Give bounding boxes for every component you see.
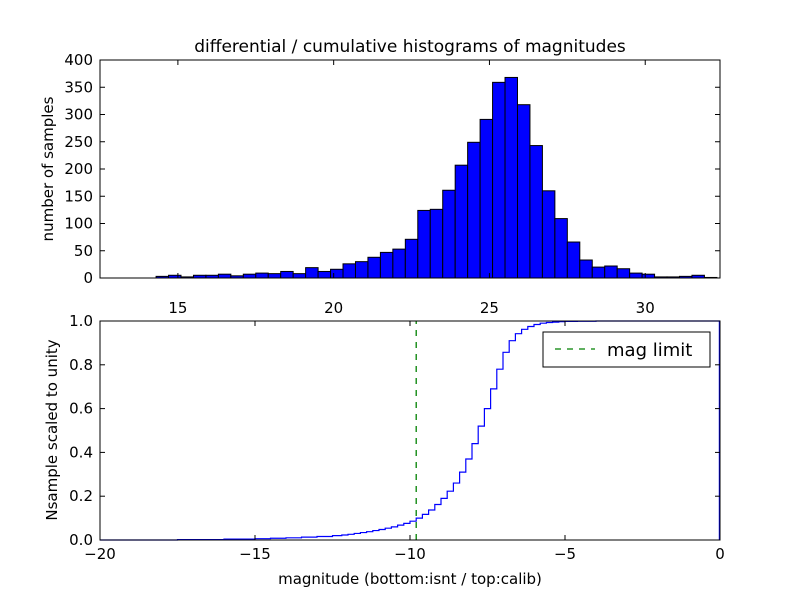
cumulative-lines [100, 320, 720, 541]
y-tick-label: 0.6 [69, 400, 93, 418]
histogram-bar [579, 259, 593, 279]
histogram-bar [604, 265, 618, 279]
y-tick-label: 100 [64, 215, 93, 233]
y-tick-label: 0.4 [69, 443, 93, 461]
histogram-bar [591, 266, 606, 279]
histogram-bar [417, 209, 431, 279]
y-tick-label: 0.2 [69, 487, 93, 505]
histogram-bar [379, 251, 394, 279]
y-tick-label: 0 [83, 269, 93, 287]
x-tick-label: −5 [554, 545, 576, 563]
y-tick-label: 50 [74, 242, 93, 260]
x-tick-label: −10 [394, 545, 426, 563]
histogram-bar [367, 256, 381, 279]
cumulative-step-line [100, 320, 720, 541]
histogram-bar [442, 189, 456, 279]
histogram-bar [330, 268, 344, 279]
top-chart-title: differential / cumulative histograms of … [194, 37, 626, 57]
y-tick-label: 300 [64, 106, 93, 124]
histogram-bar [529, 145, 543, 279]
bottom-x-axis-ticks: −20 −15 −10 −5 0 [84, 321, 725, 563]
top-y-axis-ticks: 0 50 100 150 200 250 300 350 400 [64, 51, 720, 287]
histogram-bar [255, 272, 269, 279]
histogram-bar [629, 272, 643, 279]
top-histogram-panel: differential / cumulative histograms of … [39, 37, 721, 317]
histogram-bar [305, 267, 319, 279]
y-tick-label: 1.0 [69, 312, 93, 330]
y-tick-label: 150 [64, 187, 93, 205]
legend: mag limit [542, 331, 711, 368]
x-tick-label: −20 [84, 545, 116, 563]
x-tick-label: −15 [239, 545, 271, 563]
top-y-axis-label: number of samples [39, 96, 57, 241]
y-tick-label: 0.0 [69, 531, 93, 549]
top-x-axis-ticks: 15 20 25 30 [168, 60, 655, 317]
y-tick-label: 250 [64, 133, 93, 151]
x-tick-label: 30 [636, 299, 655, 317]
histogram-bar [554, 218, 568, 279]
histogram-bar [404, 238, 419, 279]
y-tick-label: 350 [64, 78, 93, 96]
histogram-bar [516, 104, 531, 279]
x-tick-label: 25 [480, 299, 499, 317]
histogram-bar [392, 248, 406, 279]
y-tick-label: 400 [64, 51, 93, 69]
x-tick-label: 0 [715, 545, 725, 563]
histogram-bar [317, 270, 332, 279]
histogram-bar [504, 76, 518, 279]
histogram-bar [467, 141, 481, 279]
y-tick-label: 200 [64, 160, 93, 178]
y-tick-label: 0.8 [69, 356, 93, 374]
histogram-bar [267, 273, 282, 279]
histogram-bar [429, 208, 444, 279]
histogram-bar [280, 270, 294, 279]
bottom-y-axis-ticks: 0.0 0.2 0.4 0.6 0.8 1.0 [69, 312, 720, 549]
bottom-x-axis-label: magnitude (bottom:isnt / top:calib) [278, 570, 542, 588]
histogram-bar [616, 268, 631, 279]
bottom-cumulative-panel: −20 −15 −10 −5 0 0.0 0.2 0.4 0.6 0.8 1.0 magnitud… [43, 312, 725, 588]
histogram-bar [354, 261, 369, 279]
histogram-bar [541, 190, 556, 279]
histogram-bar [292, 273, 307, 279]
bottom-y-axis-label: Nsample scaled to unity [43, 339, 61, 520]
x-tick-label: 15 [168, 299, 187, 317]
histogram-bar [242, 273, 257, 279]
histogram-bar [454, 164, 469, 279]
legend-label-mag-limit: mag limit [607, 340, 692, 361]
x-tick-label: 20 [324, 299, 343, 317]
histogram-bar [479, 118, 494, 279]
histogram-bar [492, 81, 506, 279]
histogram-bar [641, 273, 656, 279]
histogram-bar [217, 273, 232, 279]
histogram-bar [566, 241, 581, 279]
histogram-bar [342, 263, 356, 279]
